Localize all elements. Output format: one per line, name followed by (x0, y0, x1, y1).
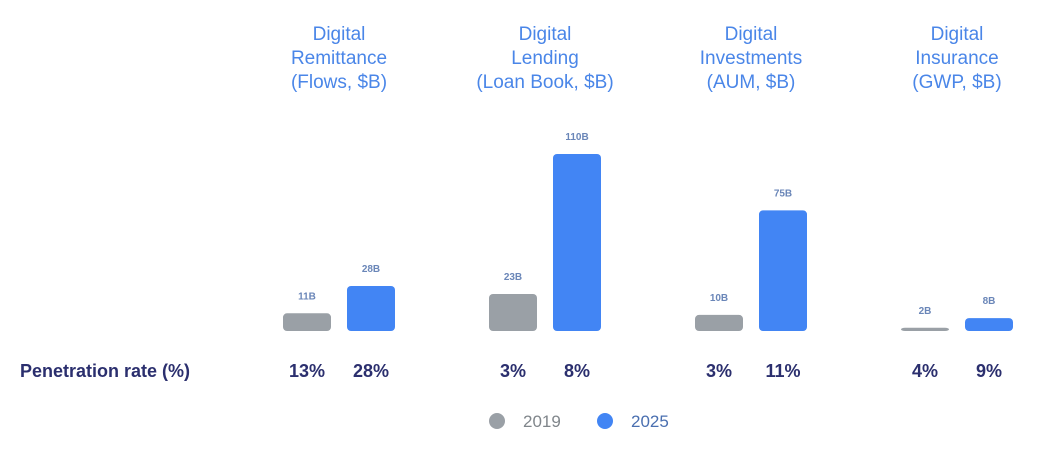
bar-2019 (901, 327, 949, 331)
bar-2025 (965, 318, 1013, 331)
penetration-label: Penetration rate (%) (20, 361, 190, 381)
penetration-value: 11% (765, 361, 800, 381)
category-title: Investments (700, 48, 802, 69)
value-label: 11B (298, 291, 316, 302)
bar-2025 (553, 154, 601, 331)
value-label: 110B (565, 132, 588, 143)
value-label: 23B (504, 272, 522, 283)
category-title: Digital (931, 24, 984, 45)
value-label: 2B (919, 306, 932, 317)
legend-label: 2025 (631, 412, 669, 431)
legend-dot-2019 (489, 413, 505, 429)
value-label: 8B (983, 296, 996, 307)
penetration-value: 3% (706, 361, 732, 381)
value-label: 75B (774, 188, 792, 199)
category-title: (Loan Book, $B) (476, 72, 613, 93)
penetration-value: 9% (976, 361, 1002, 381)
bar-2019 (695, 314, 743, 331)
category-title: (GWP, $B) (912, 72, 1001, 93)
value-label: 10B (710, 293, 728, 304)
category-title: Digital (725, 24, 778, 45)
legend-dot-2025 (597, 413, 613, 429)
category-title: Digital (519, 24, 572, 45)
category-title: Digital (313, 24, 366, 45)
bar-2019 (489, 293, 537, 331)
category-title: (AUM, $B) (707, 72, 796, 93)
category-title: Insurance (915, 48, 998, 69)
category-title: (Flows, $B) (291, 72, 387, 93)
penetration-value: 8% (564, 361, 590, 381)
bar-2025 (347, 285, 395, 331)
bar-2025 (759, 210, 807, 331)
penetration-value: 13% (289, 361, 325, 381)
value-label: 28B (362, 264, 380, 275)
category-title: Remittance (291, 48, 387, 69)
legend-label: 2019 (523, 412, 561, 431)
penetration-value: 28% (353, 361, 389, 381)
bar-2019 (283, 313, 331, 331)
penetration-value: 4% (912, 361, 938, 381)
penetration-value: 3% (500, 361, 526, 381)
category-title: Lending (511, 48, 579, 69)
